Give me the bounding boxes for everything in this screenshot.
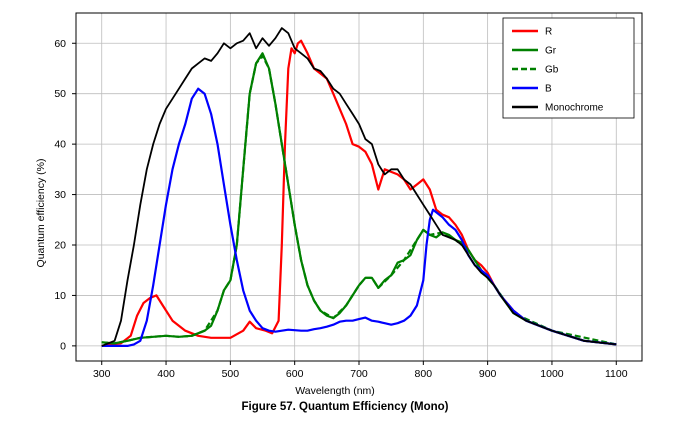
x-tick-label: 800	[415, 368, 433, 380]
qe-chart: 300 400 500 600 700 800 900 1000 1100 0 10 20 30 40 5…	[35, 12, 643, 397]
series-line-gb	[101, 54, 617, 346]
series-line-b	[101, 87, 617, 347]
legend-label-gr: Gr	[545, 46, 557, 57]
legend: R Gr Gb B Monochrome	[502, 17, 635, 119]
x-tick-label: 500	[222, 368, 240, 380]
x-tick-label: 600	[286, 368, 304, 380]
x-tick-label: 400	[157, 368, 175, 380]
y-tick-label: 30	[54, 189, 66, 201]
y-tick-label: 10	[54, 290, 66, 302]
y-axis-label: Quantum efficiency (%)	[35, 159, 47, 268]
x-tick-label: 700	[350, 368, 368, 380]
y-axis: 0 10 20 30 40 50 60	[54, 38, 76, 352]
legend-label-r: R	[545, 27, 552, 38]
y-tick-label: 50	[54, 88, 66, 100]
legend-label-monochrome: Monochrome	[545, 103, 604, 114]
x-tick-label: 300	[93, 368, 111, 380]
y-tick-label: 60	[54, 38, 66, 50]
legend-label-b: B	[545, 84, 552, 95]
y-tick-label: 0	[60, 340, 66, 352]
series-layer	[101, 27, 617, 347]
x-axis-label: Wavelength (nm)	[295, 385, 375, 397]
x-tick-label: 1100	[605, 368, 628, 380]
x-tick-label: 1000	[540, 368, 564, 380]
x-tick-label: 900	[479, 368, 497, 380]
y-tick-label: 20	[54, 240, 66, 252]
figure-caption: Figure 57. Quantum Efficiency (Mono)	[241, 401, 449, 413]
series-line-monochrome	[101, 27, 617, 347]
x-axis: 300 400 500 600 700 800 900 1000 1100	[93, 361, 628, 380]
y-tick-label: 40	[54, 139, 66, 151]
legend-label-gb: Gb	[545, 65, 559, 76]
